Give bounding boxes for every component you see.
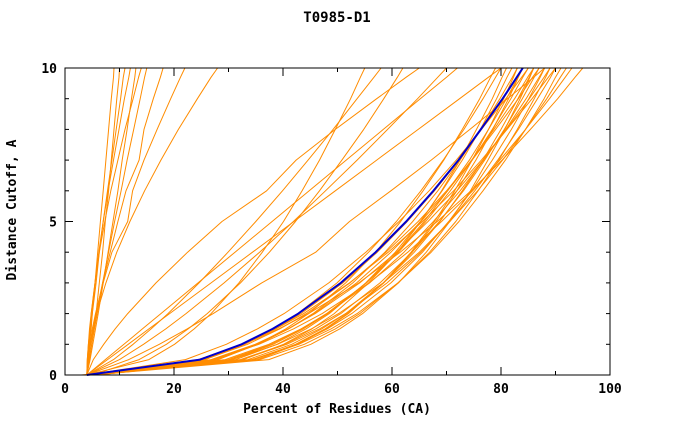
x-tick-label: 20 — [166, 382, 182, 397]
model-curve — [86, 67, 545, 376]
x-tick-label: 60 — [384, 382, 400, 397]
x-tick-label: 100 — [598, 382, 622, 397]
model-curve — [86, 67, 447, 376]
model-curve — [86, 67, 551, 376]
model-curve — [86, 67, 219, 376]
model-curve — [86, 67, 115, 376]
y-tick-label: 10 — [41, 62, 57, 77]
x-tick-label: 40 — [275, 382, 291, 397]
model-curve — [92, 67, 524, 376]
y-tick-label: 0 — [49, 369, 57, 384]
model-curve — [86, 67, 120, 376]
model-curve — [92, 67, 497, 376]
model-curve — [86, 67, 366, 376]
model-curve — [86, 67, 142, 376]
model-curve — [86, 67, 420, 376]
x-tick-label: 80 — [493, 382, 509, 397]
model-curve — [86, 67, 529, 376]
model-curve — [97, 67, 513, 376]
x-tick-label: 0 — [61, 382, 69, 397]
model-curve — [92, 67, 535, 376]
y-tick-label: 5 — [49, 216, 57, 231]
model-curve — [86, 67, 186, 376]
model-curve — [86, 67, 584, 376]
model-curve — [86, 67, 551, 376]
model-curve — [92, 67, 535, 376]
model-curve — [97, 67, 507, 376]
model-curve — [81, 67, 556, 376]
model-curve — [97, 67, 529, 376]
model-curve — [86, 67, 567, 376]
model-curve — [86, 67, 562, 376]
chart-title: T0985-D1 — [303, 10, 370, 26]
model-curve — [86, 67, 524, 376]
model-curve — [92, 67, 535, 376]
y-axis-label: Distance Cutoff, A — [5, 139, 20, 280]
model-curve — [86, 67, 540, 376]
model-curves-layer — [81, 67, 584, 376]
axes-layer: 0 20 40 60 80 100 0 5 10 — [41, 62, 622, 397]
model-curve — [92, 67, 573, 376]
model-curve — [86, 67, 458, 376]
model-curve — [86, 67, 382, 376]
model-curve — [92, 67, 404, 376]
highlighted-model-curve — [86, 67, 524, 376]
model-curve — [86, 67, 137, 376]
x-axis-label: Percent of Residues (CA) — [243, 402, 431, 417]
